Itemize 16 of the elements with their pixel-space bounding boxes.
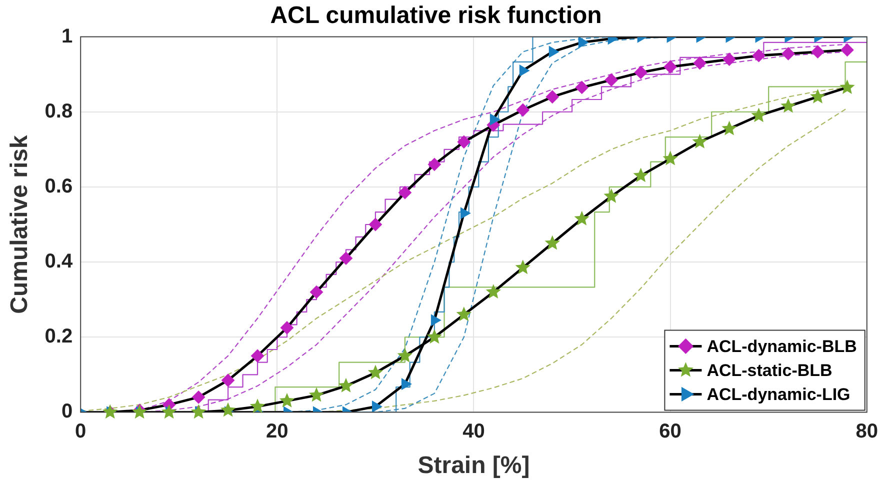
x-tick-label: 60 (659, 420, 682, 443)
y-tick-label: 0.6 (44, 175, 73, 198)
y-tick-label: 0.4 (44, 250, 74, 273)
x-tick-label: 20 (266, 420, 288, 443)
legend-label: ACL-static-BLB (706, 360, 832, 380)
y-tick-label: 0 (61, 400, 73, 423)
legend-label: ACL-dynamic-LIG (706, 384, 850, 404)
y-tick-label: 0.2 (44, 326, 73, 348)
y-tick-label: 0.8 (44, 100, 73, 122)
x-tick-label: 80 (856, 420, 878, 443)
y-axis-title: Cumulative risk (6, 134, 34, 314)
legend-label: ACL-dynamic-BLB (706, 336, 857, 356)
chart-title: ACL cumulative risk function (270, 2, 602, 30)
y-tick-label: 1 (61, 25, 73, 48)
x-axis-title: Strain [%] (418, 452, 530, 480)
x-tick-label: 40 (462, 420, 485, 443)
